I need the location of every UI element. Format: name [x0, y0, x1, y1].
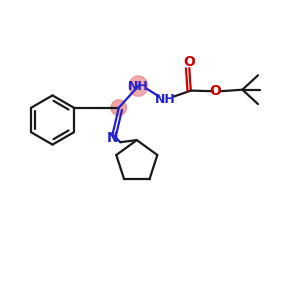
Ellipse shape — [129, 76, 148, 96]
Text: O: O — [209, 84, 221, 98]
Text: NH: NH — [128, 80, 149, 93]
Ellipse shape — [111, 100, 127, 116]
Text: NH: NH — [155, 93, 176, 106]
Text: N: N — [106, 131, 118, 145]
Text: O: O — [183, 55, 195, 69]
